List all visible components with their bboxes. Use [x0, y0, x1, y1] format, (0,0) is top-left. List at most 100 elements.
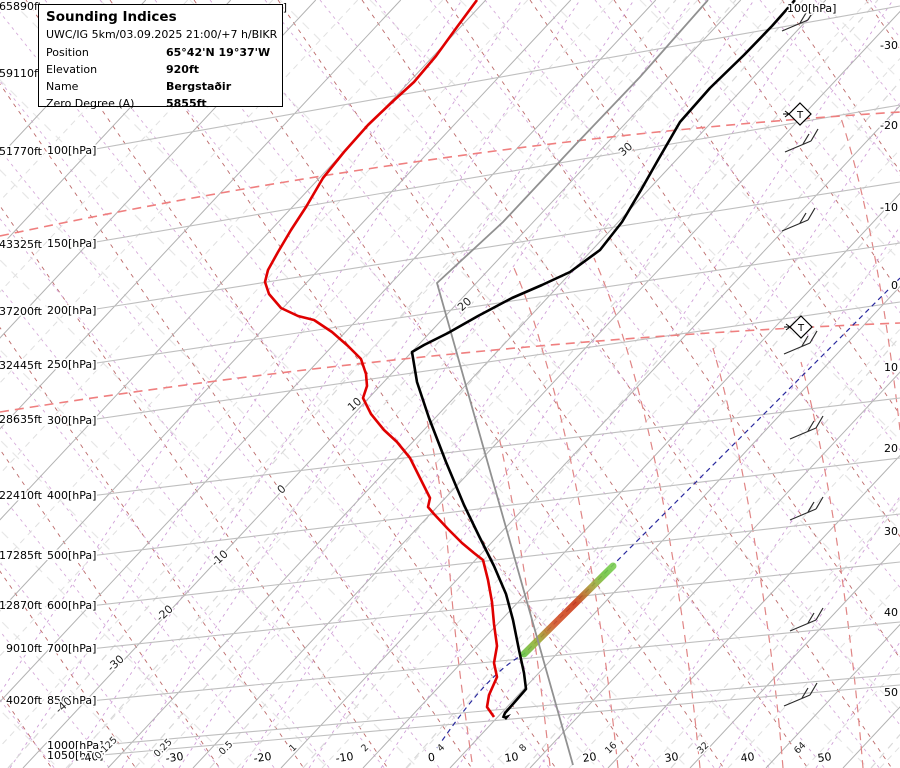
crimson-adiabat-line: [193, 0, 725, 768]
pressure-label: 500[hPa]: [47, 549, 96, 562]
violet-diagonal-line: [374, 0, 900, 657]
bottom-temperature-label: 10: [504, 750, 520, 765]
isotherm-intermediate-line: [150, 0, 870, 768]
dry-adiabat-line: [524, 335, 900, 768]
isotherm-line: [689, 542, 900, 768]
legend-row-value: 920ft: [166, 63, 200, 76]
mixing-ratio-label: 0.5: [217, 739, 235, 757]
crimson-adiabat-line: [0, 448, 221, 768]
violet-diagonal-line: [44, 0, 660, 768]
dry-adiabat-line: [134, 0, 804, 768]
mixing-ratio-line: [67, 0, 581, 768]
violet-diagonal-line: [704, 0, 900, 245]
legend-row-label: Name: [46, 80, 79, 93]
violet-diagonal-line: [0, 286, 385, 768]
right-temperature-label: -20: [880, 119, 898, 132]
violet-diagonal-line: [0, 561, 165, 768]
crimson-adiabat-line: [781, 0, 900, 172]
pale-diagonal-line: [729, 0, 900, 171]
isotherm-line: [0, 0, 572, 612]
isotherm-line: [22, 0, 742, 768]
violet-diagonal-line: [0, 493, 220, 768]
legend-row-value: Bergstaðir: [166, 80, 232, 93]
moist-adiabats: [426, 117, 900, 768]
wind-barb-icon: [784, 128, 819, 153]
wind-barb-icon: [789, 415, 824, 440]
right-temperature-label: 10: [884, 361, 898, 374]
isobar-100: [89, 5, 900, 151]
pale-diagonal-line: [819, 0, 900, 81]
dry-adiabat-line: [7, 0, 677, 768]
wind-barb-icon: [783, 330, 818, 355]
altitude-label: 22410ft: [0, 489, 43, 502]
adiabat-label: -20: [154, 603, 176, 625]
right-temperature-label: -30: [880, 39, 898, 52]
moist-adiabat-line: [513, 267, 619, 768]
pale-diagonal-line: [459, 0, 900, 441]
crimson-adiabat-line: [529, 0, 900, 538]
violet-diagonal-line: [99, 0, 715, 768]
violet-diagonal-line: [0, 630, 110, 768]
right-temperature-label: -10: [880, 201, 898, 214]
pressure-label: 600[hPa]: [47, 599, 96, 612]
pressure-label: 200[hPa]: [47, 304, 96, 317]
isotherm-intermediate-line: [0, 0, 699, 748]
mixing-ratio-line: [815, 641, 900, 768]
bottom-temperature-label: 50: [817, 750, 833, 765]
tropopause-lines: [0, 111, 900, 413]
parcel-curve: [435, 0, 709, 766]
wind-barb-icon: [789, 607, 824, 632]
wind-barb-icon: [781, 207, 816, 232]
adiabat-label: 30: [616, 140, 635, 159]
parcel-path-curve: [435, 0, 709, 766]
wind-barb-icon: [783, 682, 818, 707]
violet-diagonal-line: [264, 0, 880, 768]
wind-barbs: [781, 7, 824, 707]
adiabat-label: -30: [105, 653, 127, 675]
right-temperature-label: 30: [884, 525, 898, 538]
isobar-1050: [89, 684, 900, 757]
parcel-moist-ascent-line: [436, 277, 900, 749]
isotherm-line: [765, 623, 900, 768]
violet-diagonal-line: [0, 149, 495, 768]
pale-diagonal-line: [369, 0, 900, 531]
violet-diagonal-line: [484, 0, 900, 520]
altitude-label: 17285ft: [0, 549, 43, 562]
moist-adiabat-line: [712, 347, 784, 768]
adiabat-label: 0: [275, 482, 289, 496]
legend-row-elevation: Elevation 920ft: [46, 63, 277, 79]
wind-barb-icon: [789, 496, 824, 521]
crimson-adiabat-line: [697, 0, 900, 294]
pale-diagonal-line: [279, 0, 900, 621]
violet-diagonal-line: [209, 0, 825, 768]
pale-diagonal-line: [189, 0, 900, 711]
bottom-temperature-label: 40: [740, 750, 756, 765]
mixing-ratio-label: 32: [695, 740, 711, 756]
dewpoint-curve: [263, 0, 499, 718]
isotherm-line: [0, 0, 232, 248]
violet-diagonal-line: [154, 0, 770, 768]
right-temperature-label: 50: [884, 686, 898, 699]
model-run-line: UWC/IG 5km/03.09.2025 21:00/+7 h/BIKR: [46, 28, 278, 41]
tropopause-marker-label: T: [796, 110, 804, 121]
violet-diagonal-line: [649, 0, 900, 314]
legend-row-label: Elevation: [46, 63, 98, 76]
isotherm-line: [529, 371, 900, 768]
violet-diagonal-line: [319, 0, 900, 726]
altitude-label: 51770ft: [0, 145, 43, 158]
legend-row-value: 5855ft: [166, 97, 207, 110]
mixing-ratio-label: 64: [792, 740, 808, 756]
crimson-adiabat-line: [361, 0, 893, 768]
legend-row-name: Name Bergstaðir: [46, 80, 277, 96]
mixing-ratio-label: 8: [517, 742, 529, 754]
bottom-temperature-label: -20: [253, 750, 273, 765]
pressure-label: 400[hPa]: [47, 489, 96, 502]
isotherm-intermediate-line: [406, 239, 900, 768]
dry-adiabat-line: [67, 0, 737, 768]
mixing-ratio-label: 4: [435, 742, 447, 754]
bottom-temperature-label: 30: [664, 750, 680, 765]
moist-adiabat-line: [840, 117, 900, 431]
legend-row-zero-degree-a-: Zero Degree (A) 5855ft: [46, 97, 277, 113]
